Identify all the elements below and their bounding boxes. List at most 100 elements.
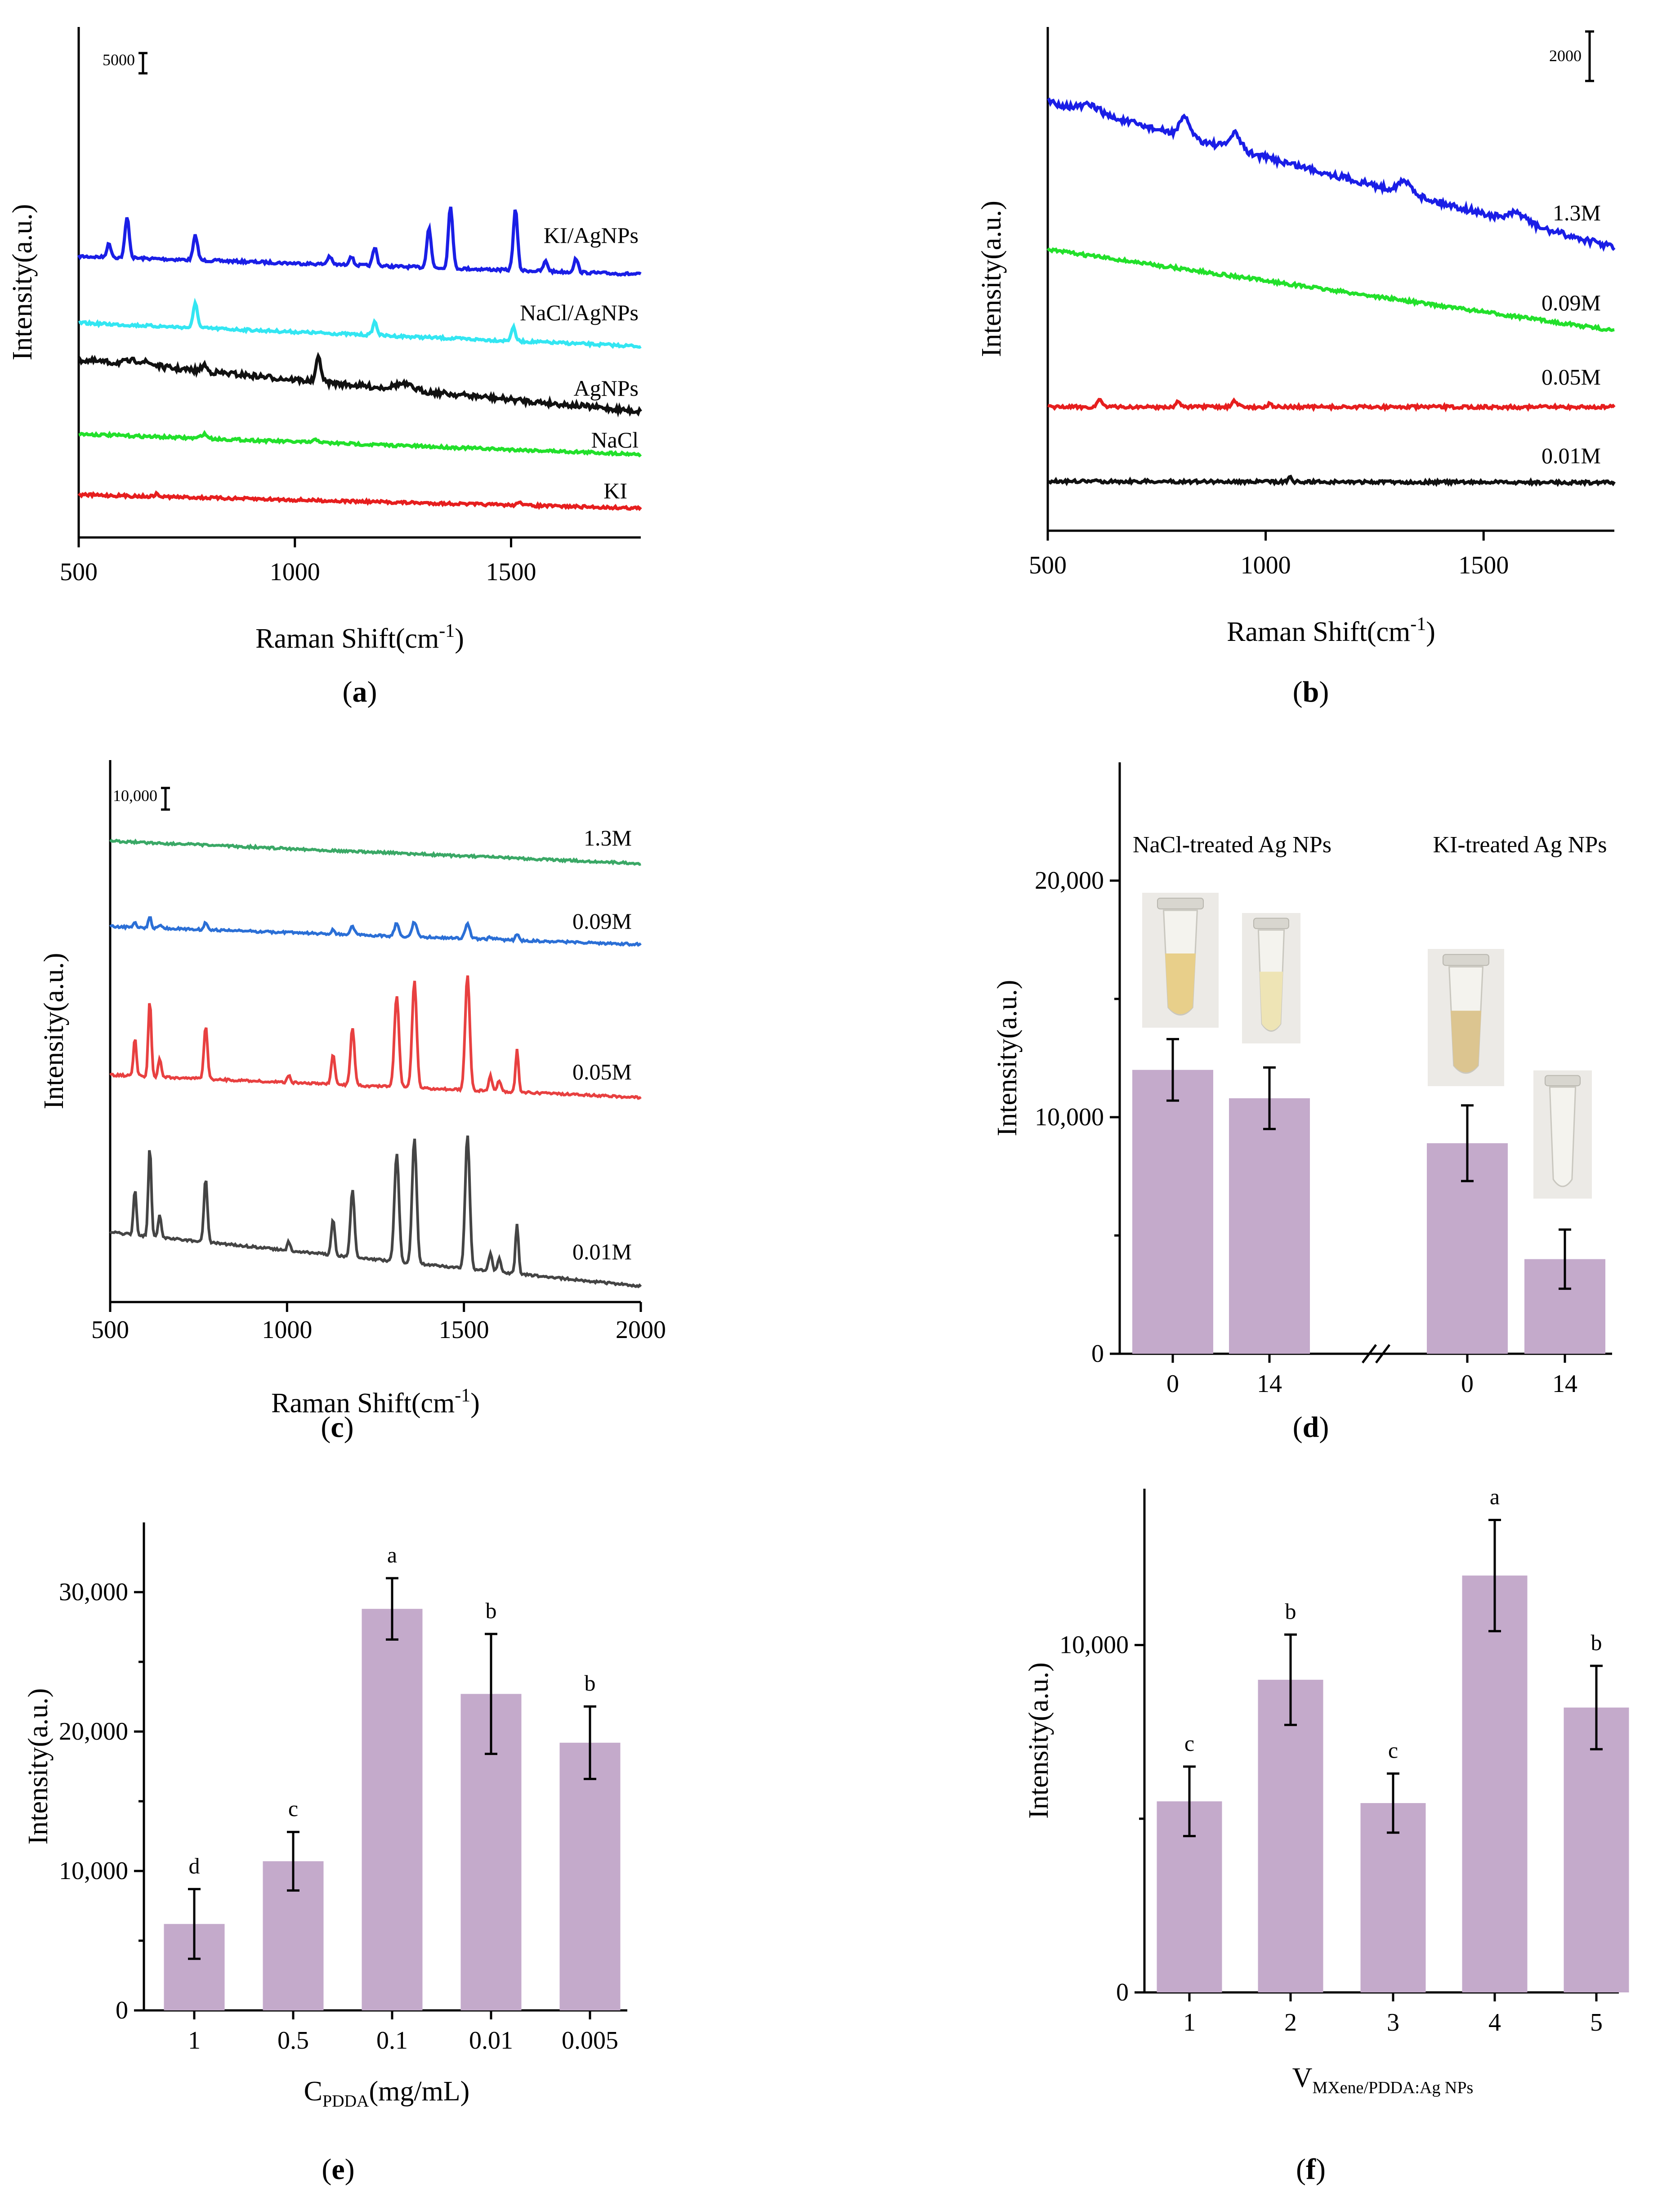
panel-label-b: (b): [1293, 676, 1329, 708]
x-tick-label: 1500: [486, 558, 536, 586]
x-tick-label: 500: [60, 558, 98, 586]
series-label: NaCl/AgNPs: [520, 300, 639, 325]
x-tick-label: 14: [1552, 1370, 1577, 1398]
y-tick-label: 10,000: [1059, 1631, 1129, 1659]
panel-b-chart: 500 1000 1500 Raman Shift(cm-1) Intensity(a.…: [976, 27, 1616, 647]
series-line-NaCl: [78, 430, 642, 458]
x-axis-label: Raman Shift(cm-1): [255, 621, 464, 654]
tube-cap: [1545, 1075, 1581, 1087]
series-line-AgNPs: [77, 352, 642, 418]
y-axis-label: Intensity(a.u.): [23, 1688, 54, 1845]
y-tick-label: 20,000: [59, 1718, 128, 1745]
tube-photo: [1242, 913, 1300, 1043]
x-axis-label: CPDDA(mg/mL): [304, 2076, 470, 2111]
bar-4: [1462, 1575, 1528, 1992]
series-line-0.09M: [1046, 247, 1615, 332]
x-tick-label: 1500: [439, 1316, 489, 1344]
series-line-1.3M: [1047, 97, 1616, 252]
panel-e-chart: 0 10,000 20,000 30,000 Intensity(a.u.) 1 d 0.5 c…: [23, 1522, 627, 2111]
group-label: NaCl-treated Ag NPs: [1133, 832, 1331, 858]
panel-label-f: (f): [1296, 2153, 1326, 2186]
x-axis-label: Raman Shift(cm-1): [271, 1385, 480, 1419]
series-line-0.01M: [109, 1135, 642, 1289]
series-line-1.3M: [109, 838, 641, 866]
tube-cap: [1253, 918, 1289, 929]
series-label: 0.09M: [1541, 290, 1601, 315]
panel-label-d: (d): [1293, 1411, 1329, 1444]
scale-bar-label: 2000: [1549, 47, 1582, 65]
y-tick-label: 10,000: [59, 1857, 128, 1885]
y-tick-label: 30,000: [59, 1578, 128, 1606]
series-label: 0.05M: [572, 1059, 632, 1084]
x-tick-label: 4: [1488, 2009, 1501, 2036]
y-tick-label: 0: [116, 1996, 128, 2024]
x-tick-label: 0.5: [277, 2027, 309, 2054]
x-tick-label: 0: [1166, 1370, 1179, 1398]
y-axis-label: Intensity(a.u.): [39, 953, 69, 1110]
series-line-0.01M: [1047, 474, 1616, 487]
series-label: 0.01M: [572, 1239, 632, 1264]
series-line-KI: [77, 490, 642, 511]
y-tick-label: 0: [1116, 1978, 1129, 2006]
significance-letter: c: [288, 1796, 298, 1821]
significance-letter: b: [1591, 1630, 1602, 1655]
x-tick-label: 1: [1183, 2009, 1196, 2036]
significance-letter: a: [1490, 1484, 1500, 1509]
axis-break: [1362, 1344, 1377, 1364]
tube-liquid: [1451, 1011, 1481, 1073]
significance-letter: c: [1388, 1737, 1398, 1763]
bar-2: [1258, 1679, 1323, 1992]
significance-letter: b: [1285, 1598, 1296, 1624]
bar-3: [1360, 1803, 1426, 1992]
panel-c-chart: 500 1000 1500 2000 Raman Shift(cm-1) Intensit…: [39, 760, 666, 1419]
significance-letter: b: [486, 1598, 497, 1623]
tube-photo: [1533, 1070, 1592, 1199]
series-label: AgNPs: [574, 376, 639, 401]
series-label: NaCl: [591, 427, 639, 452]
bar-5: [1564, 1707, 1629, 1992]
series-label: 1.3M: [1553, 200, 1601, 225]
significance-letter: b: [585, 1670, 596, 1696]
y-axis-label: Intensity(a.u.): [976, 201, 1007, 357]
x-tick-label: 5: [1590, 2009, 1603, 2036]
series-line-0.05M: [109, 975, 642, 1100]
bar-0: [1132, 1070, 1213, 1354]
x-axis-label: VMXene/PDDA:Ag NPs: [1292, 2063, 1474, 2097]
y-tick-label: 0: [1091, 1340, 1104, 1368]
series-line-0.09M: [109, 916, 642, 947]
bar-0.005: [559, 1742, 621, 2010]
panel-a-chart: 500 1000 1500 Raman Shift(cm-1) Intensity(a.…: [7, 27, 642, 654]
x-tick-label: 1000: [270, 558, 320, 586]
scale-bar-label: 10,000: [113, 787, 157, 805]
tube-photo: [1142, 893, 1219, 1028]
x-tick-label: 1000: [1241, 551, 1291, 579]
panel-d-chart: 0 10,000 20,000 Intensity(a.u.) 0 14 0 14 NaCl-t…: [992, 762, 1612, 1398]
x-tick-label: 500: [1029, 551, 1067, 579]
series-line-0.05M: [1047, 397, 1616, 412]
panel-label-c: (c): [321, 1411, 353, 1444]
tube-body: [1549, 1086, 1577, 1187]
y-axis-label: Intensity(a.u.): [992, 980, 1023, 1137]
series-label: KI: [603, 478, 627, 503]
bar-0.1: [362, 1609, 423, 2010]
significance-letter: d: [189, 1853, 200, 1878]
group-label: KI-treated Ag NPs: [1433, 832, 1607, 858]
x-tick-label: 2000: [616, 1316, 666, 1344]
tube-liquid: [1260, 971, 1283, 1030]
scale-bar-label: 5000: [103, 51, 135, 69]
tube-cap: [1157, 898, 1204, 909]
y-tick-label: 10,000: [1035, 1103, 1104, 1131]
panel-label-e: (e): [322, 2153, 354, 2186]
x-tick-label: 0.1: [376, 2027, 408, 2054]
series-label: 0.01M: [1541, 443, 1601, 468]
significance-letter: a: [387, 1542, 397, 1567]
x-tick-label: 1: [188, 2027, 201, 2054]
x-tick-label: 1500: [1458, 551, 1509, 579]
x-tick-label: 500: [91, 1316, 129, 1344]
significance-letter: c: [1184, 1731, 1194, 1756]
tube-liquid: [1165, 953, 1196, 1014]
y-axis-label: Intensity(a.u.): [1023, 1662, 1054, 1819]
x-tick-label: 0: [1461, 1370, 1474, 1398]
